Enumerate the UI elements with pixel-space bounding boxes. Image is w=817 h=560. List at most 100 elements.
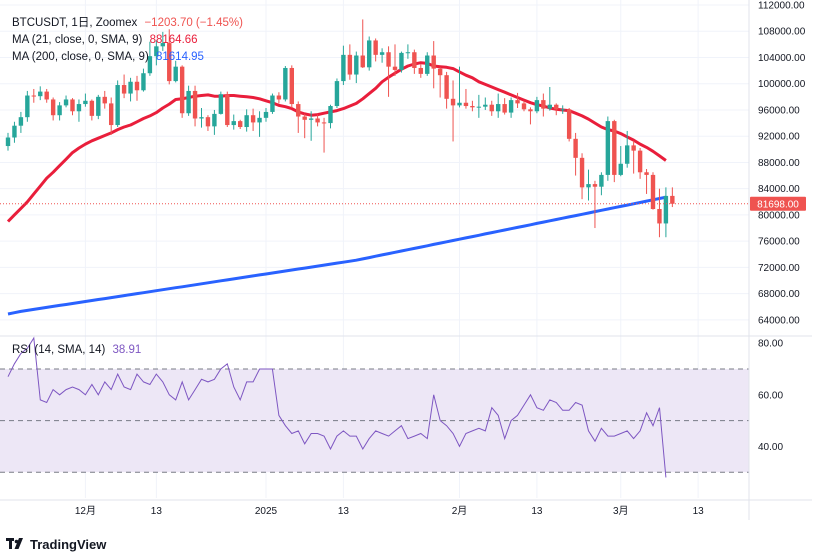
candle-body [573, 138, 578, 158]
price-tick-label: 68000.00 [758, 289, 800, 300]
candle-body [663, 195, 669, 224]
candle-body [650, 174, 656, 210]
candle-body [38, 91, 43, 97]
ma21-value: 88164.66 [149, 34, 198, 46]
candle-body [554, 104, 559, 110]
ma200-line-layer [7, 195, 667, 316]
time-tick-label: 13 [151, 506, 163, 517]
rsi-tick-label: 60.00 [758, 390, 783, 401]
candle-body [89, 100, 95, 116]
candle-body [547, 104, 552, 109]
candle-body [192, 90, 198, 119]
symbol-label[interactable]: BTCUSDT, 1日, Zoomex [12, 17, 138, 29]
candle-body [489, 104, 494, 112]
time-tick-label: 13 [531, 506, 543, 517]
candle-body [425, 55, 430, 74]
candle-body [18, 117, 24, 126]
candle-body [199, 117, 204, 119]
candle-body [57, 105, 62, 116]
candle-body [347, 54, 353, 75]
legend-rsi-row: RSI (14, SMA, 14) 38.91 [12, 343, 145, 358]
candle-body [225, 94, 230, 126]
price-change: −1203.70 (−1.45%) [144, 17, 243, 29]
candle-body [496, 104, 501, 112]
legend-ma200-row: MA (200, close, 0, SMA, 9) 81614.95 [12, 50, 208, 65]
candle-body [128, 81, 133, 94]
candle-body [147, 56, 153, 74]
candle-body [631, 145, 636, 151]
candle-body [5, 137, 11, 147]
axes: 64000.00 68000.00 72000.00 76000.00 80000.00… [0, 0, 812, 520]
candle-body [276, 95, 282, 100]
candle-body [296, 104, 301, 117]
candle-body [476, 106, 482, 108]
candle-body [625, 145, 630, 164]
candle-body [70, 99, 75, 112]
candle-body [63, 99, 69, 106]
candle-body [528, 109, 533, 112]
candle-body [644, 172, 649, 175]
candle-body [212, 113, 217, 127]
time-tick-label: 12月 [75, 505, 96, 517]
candle-body [31, 95, 36, 97]
price-tick-label: 108000.00 [758, 27, 806, 38]
candle-body [483, 104, 488, 107]
candle-body [263, 111, 269, 118]
candle-body [25, 95, 30, 118]
candle-body [315, 118, 320, 123]
candle-body [534, 100, 540, 112]
candle-body [270, 95, 275, 112]
candle-body [373, 40, 378, 55]
candle-body [444, 75, 449, 99]
candle-body [50, 99, 56, 116]
time-tick-label: 3月 [613, 505, 629, 517]
candle-body [560, 109, 565, 111]
candle-body [437, 68, 443, 76]
candle-body [579, 157, 585, 188]
candle-body [470, 106, 475, 108]
time-tick-label: 13 [338, 506, 350, 517]
candle-body [205, 117, 211, 127]
candle-body [386, 52, 391, 67]
candle-body [670, 195, 675, 204]
candle-body [44, 91, 49, 100]
price-tick-label: 92000.00 [758, 132, 800, 143]
candle-body [83, 100, 88, 105]
candle-body [502, 104, 507, 113]
legend-symbol-row: BTCUSDT, 1日, Zoomex −1203.70 (−1.45%) [12, 16, 247, 31]
candle-body [508, 100, 514, 113]
candle-body [218, 94, 224, 114]
candle-body [612, 121, 617, 175]
candle-body [154, 46, 159, 57]
candle-body [521, 103, 527, 110]
candle-body [541, 100, 546, 109]
candle-body [12, 125, 17, 138]
last-price-tag [750, 196, 806, 211]
candle-body [289, 67, 294, 105]
candle-body [354, 55, 359, 75]
price-tick-label: 64000.00 [758, 315, 800, 326]
candle-body [341, 54, 346, 82]
candle-body [250, 115, 256, 123]
candle-body [328, 106, 333, 124]
price-tick-label: 100000.00 [758, 79, 806, 90]
candle-body [238, 121, 243, 128]
candle-body [657, 209, 662, 224]
rsi-tick-label: 40.00 [758, 442, 783, 453]
candle-body [392, 66, 398, 70]
candle-body [605, 121, 611, 175]
candle-body [399, 52, 404, 70]
candle-body [141, 73, 146, 91]
rsi-label[interactable]: RSI (14, SMA, 14) [12, 344, 106, 356]
candle-body [360, 55, 365, 68]
candle-body [450, 98, 456, 106]
last-price-tag-label: 81698.00 [757, 199, 799, 210]
candle-body [566, 109, 572, 139]
ma200-label[interactable]: MA (200, close, 0, SMA, 9) [12, 51, 149, 63]
rsi-value: 38.91 [112, 344, 142, 356]
candle-body [431, 55, 436, 69]
ma21-label[interactable]: MA (21, close, 0, SMA, 9) [12, 34, 143, 46]
candle-body [231, 121, 236, 126]
tradingview-brand[interactable]: TradingView [6, 533, 106, 555]
candle-body [302, 116, 307, 120]
